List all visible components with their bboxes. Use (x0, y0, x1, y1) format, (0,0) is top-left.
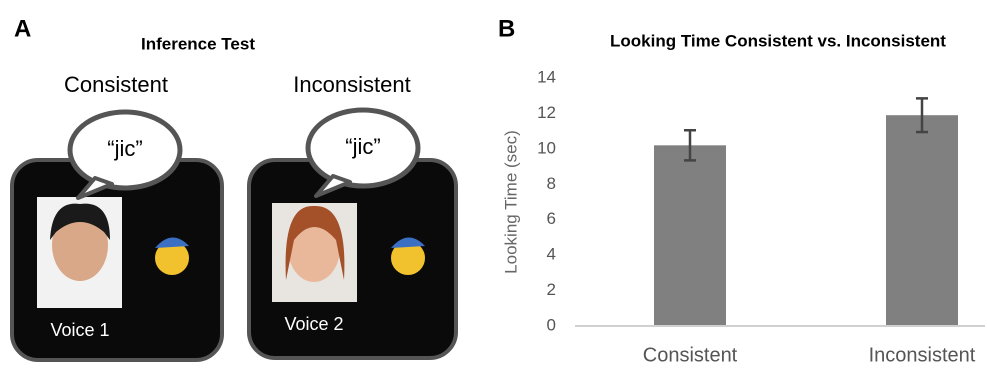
y-tick-label: 14 (537, 67, 556, 86)
condition-label: Inconsistent (293, 72, 410, 97)
y-tick-label: 10 (537, 138, 556, 157)
y-tick-label: 0 (547, 315, 556, 334)
voice-label: Voice 2 (284, 314, 343, 334)
y-tick-label: 4 (547, 245, 556, 264)
y-tick-label: 12 (537, 103, 556, 122)
x-tick-label: Inconsistent (869, 344, 976, 366)
y-tick-label: 2 (547, 280, 556, 299)
speech-text: “jic” (107, 136, 142, 161)
y-tick-label: 8 (547, 174, 556, 193)
voice-label: Voice 1 (50, 320, 109, 340)
y-axis-label: Looking Time (sec) (501, 130, 520, 274)
y-tick-label: 6 (547, 209, 556, 228)
panel-letter: B (498, 15, 515, 42)
figure: A Inference Test Consistent Inconsistent… (0, 0, 987, 368)
scene-consistent: “jic” Voice 1 (12, 112, 222, 360)
x-tick-label: Consistent (643, 344, 738, 366)
bar (886, 115, 958, 326)
panel-title: Inference Test (141, 34, 255, 53)
panel-letter: A (14, 15, 31, 42)
scene-inconsistent: “jic” Voice 2 (249, 110, 456, 358)
bar (654, 145, 726, 326)
condition-label: Consistent (64, 72, 168, 97)
chart-title: Looking Time Consistent vs. Inconsistent (610, 31, 946, 50)
speech-text: “jic” (345, 134, 380, 159)
